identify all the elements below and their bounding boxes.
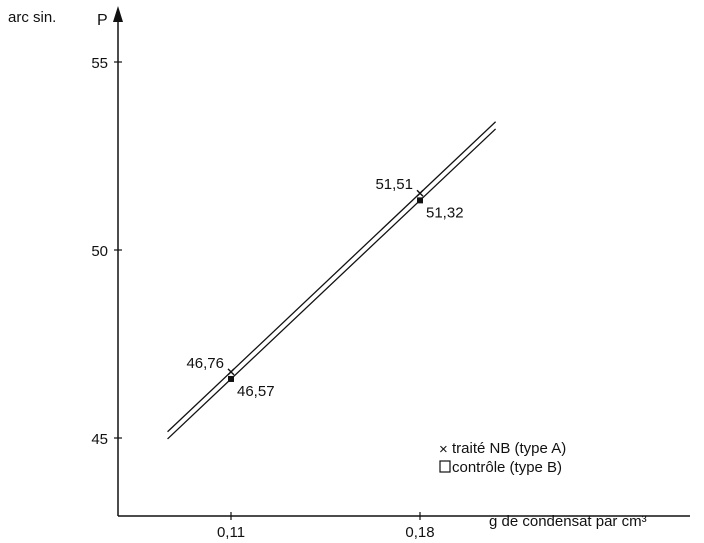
y-axis-arrow [113, 6, 123, 22]
legend-series-b-label: contrôle (type B) [452, 459, 562, 476]
point-marker-b [417, 197, 423, 204]
y-tick-label: 45 [91, 431, 108, 448]
data-labels: 46,76 51,51 46,57 51,32 [186, 176, 463, 400]
y-axis-label: P [97, 12, 108, 29]
data-label-a: 46,76 [186, 355, 224, 372]
data-label-b: 46,57 [237, 383, 275, 400]
legend: × traité NB (type A) contrôle (type B) [439, 440, 566, 476]
legend-series-a-marker: × [439, 441, 448, 458]
y-tick-label: 50 [91, 243, 108, 260]
y-unit-label: arc sin. [8, 9, 56, 26]
point-marker-a [416, 189, 424, 197]
data-markers [227, 189, 424, 382]
x-tick-label: 0,18 [405, 524, 434, 541]
point-marker-a [227, 368, 235, 376]
series-line-b [167, 128, 497, 440]
axes: 45 50 55 0,11 0,18 [91, 6, 690, 541]
series-lines [167, 121, 497, 440]
legend-series-b-marker [439, 460, 451, 473]
data-label-b: 51,32 [426, 204, 464, 221]
point-marker-b [228, 375, 234, 382]
series-line-a [167, 121, 497, 433]
x-axis-label: g de condensat par cm³ [489, 513, 647, 530]
x-tick-label: 0,11 [217, 524, 245, 541]
data-label-a: 51,51 [375, 176, 413, 193]
y-tick-label: 55 [91, 55, 108, 72]
legend-series-a-label: traité NB (type A) [452, 440, 566, 457]
